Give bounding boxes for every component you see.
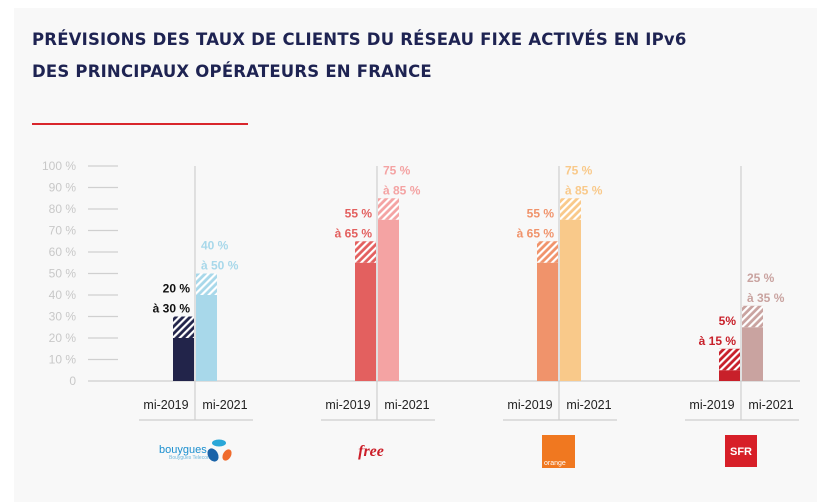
data-label: à 85 % bbox=[565, 183, 603, 197]
y-tick-label: 0 bbox=[69, 374, 76, 388]
data-label: à 50 % bbox=[201, 259, 239, 273]
bar-mi-2021-hatch bbox=[742, 305, 763, 328]
bouygues-logo-shape bbox=[212, 439, 226, 447]
bar-mi-2021-low bbox=[378, 219, 399, 381]
data-label: à 35 % bbox=[747, 291, 785, 305]
y-tick-label: 20 % bbox=[49, 331, 77, 345]
sfr-logo bbox=[725, 435, 757, 467]
x-tick-label: mi-2019 bbox=[689, 398, 734, 412]
bouygues-logo-shape bbox=[222, 449, 232, 461]
y-tick-label: 30 % bbox=[49, 310, 77, 324]
data-label: à 65 % bbox=[517, 226, 555, 240]
bar-mi-2021-low bbox=[560, 219, 581, 381]
y-tick-label: 50 % bbox=[49, 267, 77, 281]
chart-title: PRÉVISIONS DES TAUX DE CLIENTS DU RÉSEAU… bbox=[32, 24, 687, 88]
title-line-1: PRÉVISIONS DES TAUX DE CLIENTS DU RÉSEAU… bbox=[32, 30, 687, 49]
free-logo: free bbox=[358, 443, 384, 460]
bar-mi-2021-hatch bbox=[378, 198, 399, 220]
x-tick-label: mi-2021 bbox=[384, 398, 429, 412]
data-label: 40 % bbox=[201, 239, 229, 253]
bar-mi-2021-hatch bbox=[196, 273, 217, 295]
y-tick-label: 90 % bbox=[49, 181, 77, 195]
bar-mi-2019-hatch bbox=[173, 316, 194, 338]
data-label: 5% bbox=[719, 314, 737, 328]
x-tick-label: mi-2019 bbox=[143, 398, 188, 412]
data-label: à 15 % bbox=[699, 334, 737, 348]
data-label: 20 % bbox=[163, 282, 191, 296]
bar-mi-2019-hatch bbox=[719, 348, 740, 371]
bar-mi-2019-low bbox=[355, 262, 376, 381]
x-tick-label: mi-2021 bbox=[202, 398, 247, 412]
bouygues-logo-shape bbox=[207, 448, 219, 462]
data-label: 75 % bbox=[383, 163, 411, 177]
orange-logo bbox=[542, 435, 575, 468]
bar-mi-2019-low bbox=[173, 338, 194, 381]
bar-mi-2019-low bbox=[719, 370, 740, 381]
bar-mi-2021-low bbox=[742, 327, 763, 381]
bar-mi-2019-low bbox=[537, 262, 558, 381]
y-tick-label: 10 % bbox=[49, 353, 77, 367]
x-tick-label: mi-2021 bbox=[748, 398, 793, 412]
data-label: 55 % bbox=[527, 206, 555, 220]
y-tick-label: 70 % bbox=[49, 224, 77, 238]
operator-name: Bouygues Telecom bbox=[169, 455, 211, 461]
data-label: 55 % bbox=[345, 206, 373, 220]
orange-logo-text: orange bbox=[544, 460, 566, 467]
bar-mi-2019-hatch bbox=[537, 241, 558, 263]
data-label: 25 % bbox=[747, 271, 775, 285]
bar-mi-2021-low bbox=[196, 295, 217, 381]
y-tick-label: 60 % bbox=[49, 245, 77, 259]
y-tick-label: 100 % bbox=[42, 159, 76, 173]
sfr-logo-text: SFR bbox=[730, 446, 752, 458]
x-tick-label: mi-2021 bbox=[566, 398, 611, 412]
x-tick-label: mi-2019 bbox=[507, 398, 552, 412]
bouygues-logo: bouygues bbox=[159, 444, 207, 456]
title-underline bbox=[32, 123, 248, 125]
data-label: à 65 % bbox=[335, 226, 373, 240]
y-tick-label: 40 % bbox=[49, 288, 77, 302]
data-label: à 30 % bbox=[153, 302, 191, 316]
y-tick-label: 80 % bbox=[49, 202, 77, 216]
bar-mi-2019-hatch bbox=[355, 241, 376, 263]
data-label: 75 % bbox=[565, 163, 593, 177]
bar-mi-2021-hatch bbox=[560, 198, 581, 220]
data-label: à 85 % bbox=[383, 183, 421, 197]
x-tick-label: mi-2019 bbox=[325, 398, 370, 412]
title-line-2: DES PRINCIPAUX OPÉRATEURS EN FRANCE bbox=[32, 62, 432, 81]
